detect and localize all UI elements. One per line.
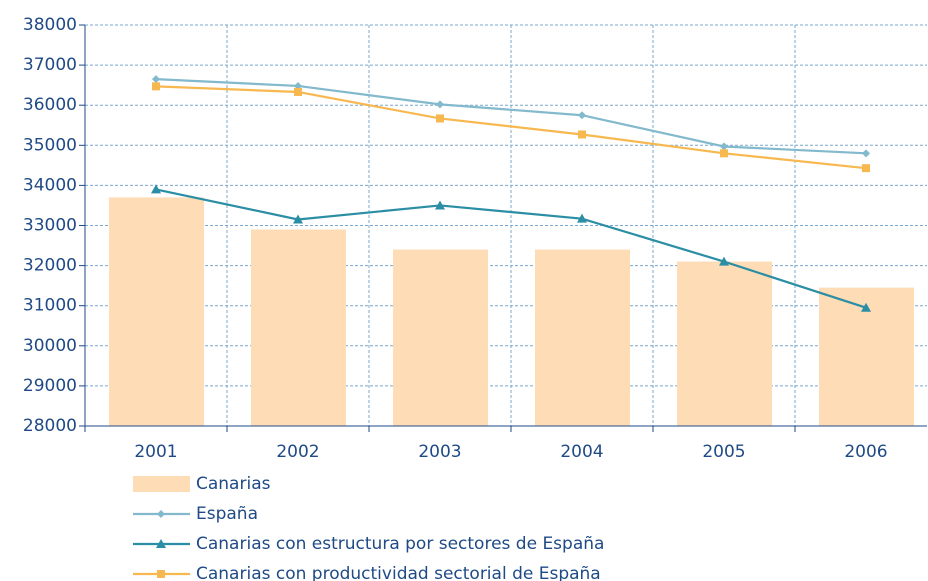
marker	[152, 82, 160, 91]
y-tick-label: 36000	[23, 95, 77, 115]
marker	[151, 184, 161, 194]
x-tick-label: 2003	[418, 442, 461, 462]
marker	[294, 87, 302, 96]
marker	[578, 130, 586, 139]
y-tick-label: 31000	[23, 296, 77, 316]
legend-swatch	[133, 476, 190, 492]
x-tick-label: 2005	[702, 442, 745, 462]
legend-label: Canarias con estructura por sectores de …	[196, 534, 604, 554]
legend-label: Canarias	[196, 474, 271, 494]
marker	[156, 539, 166, 548]
marker	[577, 213, 587, 223]
marker	[862, 149, 870, 158]
marker	[436, 100, 444, 109]
bar	[251, 229, 346, 426]
line	[155, 78, 867, 155]
y-tick-label: 37000	[23, 55, 77, 75]
x-tick-label: 2001	[134, 442, 177, 462]
line	[155, 85, 867, 170]
y-tick-label: 29000	[23, 376, 77, 396]
marker	[157, 570, 165, 578]
x-tick-label: 2004	[560, 442, 603, 462]
bar	[393, 249, 488, 426]
marker	[719, 256, 729, 266]
marker	[293, 214, 303, 224]
y-tick-label: 28000	[23, 416, 77, 436]
marker	[861, 302, 871, 312]
marker	[294, 81, 302, 90]
marker	[578, 111, 586, 120]
marker	[862, 164, 870, 173]
marker	[720, 149, 728, 158]
x-tick-label: 2006	[844, 442, 887, 462]
y-tick-label: 35000	[23, 135, 77, 155]
y-tick-label: 32000	[23, 256, 77, 276]
legend-label: Canarias con productividad sectorial de …	[196, 564, 601, 581]
marker	[157, 510, 165, 518]
marker	[152, 75, 160, 84]
marker	[436, 114, 444, 123]
bar	[535, 249, 630, 426]
y-tick-label: 34000	[23, 175, 77, 195]
bar	[109, 197, 204, 426]
x-tick-label: 2002	[276, 442, 319, 462]
y-tick-label: 38000	[23, 15, 77, 35]
y-tick-label: 33000	[23, 216, 77, 236]
y-tick-label: 30000	[23, 336, 77, 356]
line	[155, 188, 867, 309]
marker	[720, 142, 728, 151]
legend-label: España	[196, 504, 258, 524]
bar	[677, 261, 772, 426]
marker	[435, 200, 445, 210]
